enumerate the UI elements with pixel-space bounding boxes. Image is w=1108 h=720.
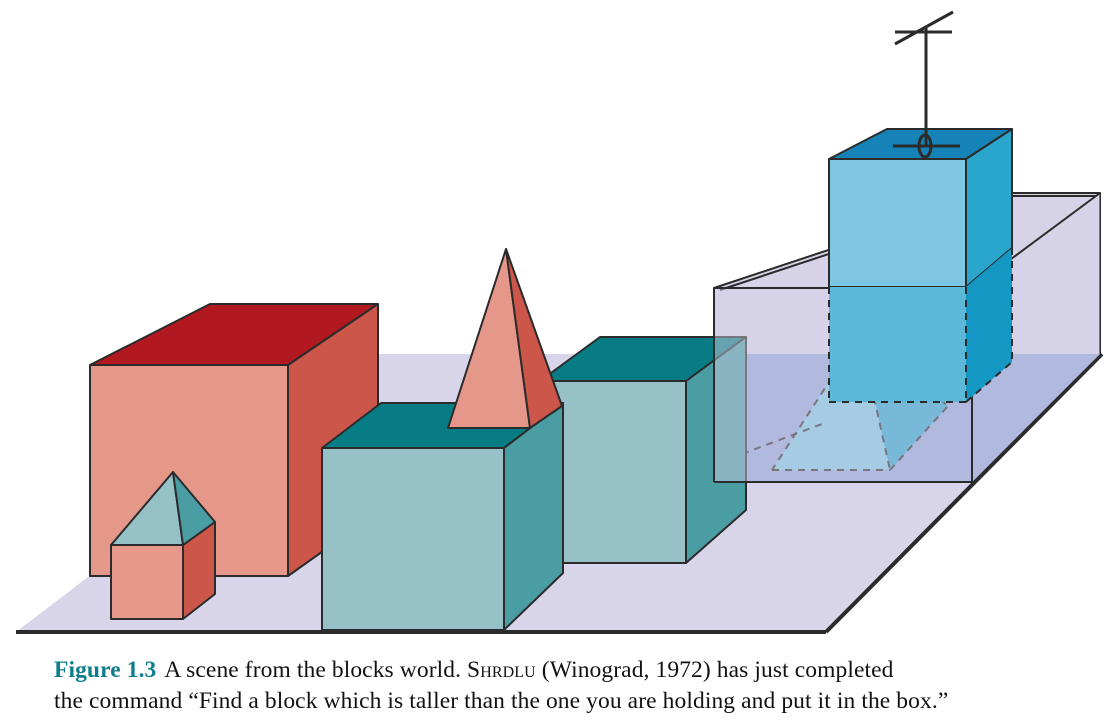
figure-caption: Figure 1.3 A scene from the blocks world.…: [54, 655, 1094, 717]
robot-hand: [893, 10, 960, 159]
caption-text-part1: A scene from the blocks world.: [164, 657, 468, 683]
small-teal-pyramid: [110, 471, 216, 546]
blocks-world-scene: [16, 10, 1104, 634]
caption-text-part2: (Winograd, 1972) has just completed: [535, 657, 894, 683]
front-teal-block: [321, 402, 564, 631]
caption-line-2: the command “Find a block which is talle…: [54, 688, 949, 714]
caption-line-1: Figure 1.3 A scene from the blocks world.…: [54, 655, 1094, 686]
back-teal-block: [539, 336, 747, 564]
figure-label: Figure 1.3: [54, 657, 157, 683]
table-right-edge: [824, 352, 1104, 634]
red-pyramid: [447, 248, 563, 429]
tall-blue-block: [828, 128, 1013, 403]
small-red-cube: [110, 521, 216, 620]
caption-program-name: Shrdlu: [467, 657, 536, 683]
